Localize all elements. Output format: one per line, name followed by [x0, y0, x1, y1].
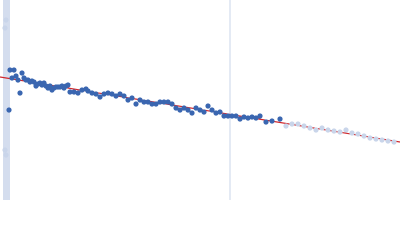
data-point	[85, 88, 91, 94]
data-point	[7, 67, 13, 73]
data-point	[337, 129, 343, 135]
data-point	[93, 91, 99, 97]
data-point	[229, 113, 235, 119]
data-point	[245, 115, 251, 121]
data-point	[181, 105, 187, 111]
data-point	[109, 91, 115, 97]
data-point	[165, 99, 171, 105]
data-point	[177, 107, 183, 113]
data-point	[189, 110, 195, 116]
data-point	[145, 99, 151, 105]
data-point	[355, 131, 361, 137]
data-point	[173, 105, 179, 111]
data-point	[79, 87, 85, 93]
data-point	[349, 130, 355, 136]
data-point	[319, 125, 325, 131]
data-point	[343, 127, 349, 133]
data-point	[225, 113, 231, 119]
data-point	[253, 115, 259, 121]
data-point	[137, 97, 143, 103]
data-point	[153, 101, 159, 107]
data-point	[71, 89, 77, 95]
data-point	[15, 77, 21, 83]
data-point	[67, 89, 73, 95]
data-point	[257, 113, 263, 119]
data-point	[157, 99, 163, 105]
data-point	[3, 152, 9, 158]
data-point	[2, 147, 8, 153]
data-point	[379, 137, 385, 143]
data-point	[209, 107, 215, 113]
data-point	[263, 119, 269, 125]
data-point	[169, 101, 175, 107]
data-point	[47, 83, 53, 89]
data-point	[185, 107, 191, 113]
data-point	[6, 107, 12, 113]
data-point	[373, 136, 379, 142]
data-point	[133, 101, 139, 107]
data-point	[269, 118, 275, 124]
data-point	[205, 103, 211, 109]
data-point	[361, 133, 367, 139]
data-point	[367, 135, 373, 141]
data-point	[385, 138, 391, 144]
data-point	[129, 95, 135, 101]
data-point	[75, 90, 81, 96]
data-point	[283, 123, 289, 129]
data-point	[391, 139, 397, 145]
data-point	[301, 123, 307, 129]
data-point	[201, 109, 207, 115]
data-point	[221, 113, 227, 119]
data-point	[3, 17, 9, 23]
data-point	[217, 109, 223, 115]
data-point	[193, 105, 199, 111]
excluded-range	[3, 0, 10, 200]
data-point	[241, 114, 247, 120]
data-point	[13, 73, 19, 79]
data-point	[325, 127, 331, 133]
data-point	[233, 113, 239, 119]
data-point	[249, 114, 255, 120]
data-point	[161, 99, 167, 105]
data-point	[149, 101, 155, 107]
data-point	[237, 116, 243, 122]
data-point	[2, 25, 8, 31]
data-point	[11, 67, 17, 73]
data-point	[19, 70, 25, 76]
chart	[0, 0, 400, 200]
data-point	[105, 90, 111, 96]
data-point	[331, 128, 337, 134]
data-point	[89, 90, 95, 96]
data-point	[113, 93, 119, 99]
data-point	[101, 91, 107, 97]
data-point	[17, 90, 23, 96]
data-point	[125, 97, 131, 103]
data-point	[277, 116, 283, 122]
data-point	[295, 121, 301, 127]
data-point	[31, 79, 37, 85]
data-point	[289, 121, 295, 127]
data-point	[117, 91, 123, 97]
data-point	[121, 93, 127, 99]
data-point	[97, 94, 103, 100]
data-point	[65, 82, 71, 88]
data-point	[197, 107, 203, 113]
data-point	[307, 125, 313, 131]
data-point	[213, 110, 219, 116]
data-point	[9, 75, 15, 81]
data-point	[141, 99, 147, 105]
data-point	[313, 127, 319, 133]
